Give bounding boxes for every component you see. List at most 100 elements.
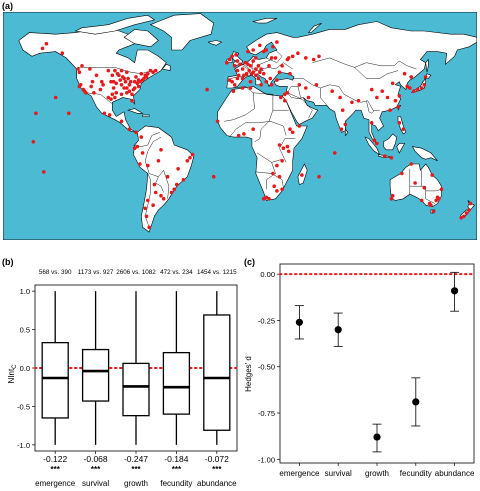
study-site-point xyxy=(110,92,115,97)
study-site-point xyxy=(243,60,248,65)
country-border xyxy=(229,122,259,138)
study-site-point xyxy=(275,40,279,44)
study-site-point xyxy=(227,78,232,82)
study-site-point xyxy=(254,73,258,78)
study-site-point xyxy=(246,62,250,67)
study-site-point xyxy=(338,95,342,100)
study-site-point xyxy=(101,83,105,87)
effect-point-emergence xyxy=(295,318,303,326)
land-baffin xyxy=(123,29,159,48)
study-site-point xyxy=(77,70,82,74)
study-site-point xyxy=(462,214,466,219)
study-site-point xyxy=(139,135,144,139)
study-site-point xyxy=(286,56,291,60)
study-site-point xyxy=(230,79,234,84)
study-site-point xyxy=(372,138,377,143)
study-site-point xyxy=(114,91,118,95)
study-site-point xyxy=(285,144,290,149)
country-border xyxy=(297,86,304,98)
study-site-point xyxy=(288,71,292,76)
country-border xyxy=(279,138,296,163)
study-site-points xyxy=(31,40,473,230)
country-border xyxy=(78,67,152,74)
study-site-point xyxy=(130,98,134,103)
significance-label: *** xyxy=(212,465,222,474)
study-site-point xyxy=(146,71,150,76)
nintc-boxplot: NIntC 1.0 0.5 0.0 -0.5 -1.0 568 vs. 390 -0.122… xyxy=(7,269,238,488)
study-site-point xyxy=(42,170,46,174)
study-site-point xyxy=(181,178,186,182)
study-site-point xyxy=(125,70,129,74)
country-border xyxy=(366,100,375,114)
study-site-point xyxy=(380,89,385,93)
study-site-point xyxy=(296,51,300,55)
study-site-point xyxy=(122,76,126,81)
country-border xyxy=(144,136,170,199)
study-site-point xyxy=(231,89,236,93)
country-border xyxy=(266,49,283,63)
study-site-point xyxy=(172,187,176,192)
study-site-point xyxy=(240,67,245,71)
study-site-point xyxy=(340,108,345,112)
land-newfoundland xyxy=(161,63,171,71)
study-site-point xyxy=(422,83,427,87)
study-site-point xyxy=(235,76,240,81)
study-site-point xyxy=(151,70,155,74)
study-site-point xyxy=(248,79,253,84)
land-borneo xyxy=(383,133,398,151)
study-site-point xyxy=(125,91,129,95)
study-site-point xyxy=(156,159,161,163)
country-border xyxy=(312,57,417,70)
study-site-point xyxy=(106,95,111,100)
land-eurasia xyxy=(226,21,477,144)
study-site-point xyxy=(468,201,473,206)
study-site-point xyxy=(388,108,392,112)
study-site-point xyxy=(44,41,49,46)
land-sulawesi xyxy=(396,143,406,154)
study-site-point xyxy=(123,79,128,84)
mean-value-label: -0.072 xyxy=(205,454,229,464)
study-site-point xyxy=(109,97,113,101)
significance-label: *** xyxy=(51,465,61,474)
study-site-point xyxy=(464,211,469,215)
sample-size-label: 472 vs. 234 xyxy=(160,269,193,276)
study-site-point xyxy=(437,197,441,201)
study-site-point xyxy=(146,198,150,203)
effect-point-abundance xyxy=(451,287,459,295)
sample-size-label: 2606 vs. 1082 xyxy=(116,269,156,276)
study-site-point xyxy=(148,68,153,73)
country-border xyxy=(224,86,255,122)
study-site-point xyxy=(277,70,282,74)
significance-label: *** xyxy=(172,465,182,474)
study-site-point xyxy=(235,59,240,63)
effect-point-survival xyxy=(334,326,342,334)
box-fecundity xyxy=(162,351,191,415)
study-site-point xyxy=(256,64,261,68)
country-border xyxy=(354,67,399,79)
panel-label-b: (b) xyxy=(2,257,14,267)
country-border xyxy=(253,92,289,111)
study-site-point xyxy=(393,98,398,103)
country-border xyxy=(266,162,276,190)
study-site-point xyxy=(146,163,150,168)
study-site-point xyxy=(238,62,242,67)
land-novaya-zemlya xyxy=(307,22,322,33)
y-tick-label-c: -0.25 xyxy=(258,316,275,325)
land-sri-lanka xyxy=(344,128,349,137)
study-site-point xyxy=(98,87,103,92)
study-site-point xyxy=(135,81,140,86)
study-site-point xyxy=(408,86,412,90)
study-site-point xyxy=(107,113,112,117)
study-site-point xyxy=(375,141,379,146)
mean-value-label: -0.122 xyxy=(43,454,67,464)
study-site-point xyxy=(240,76,245,81)
study-site-point xyxy=(304,56,308,60)
study-site-point xyxy=(247,68,251,73)
country-border xyxy=(338,86,380,111)
study-site-point xyxy=(240,86,245,90)
study-site-point xyxy=(339,127,344,131)
study-site-point xyxy=(277,143,282,147)
study-site-point xyxy=(246,49,250,54)
study-site-point xyxy=(122,86,126,90)
study-site-point xyxy=(153,68,158,73)
